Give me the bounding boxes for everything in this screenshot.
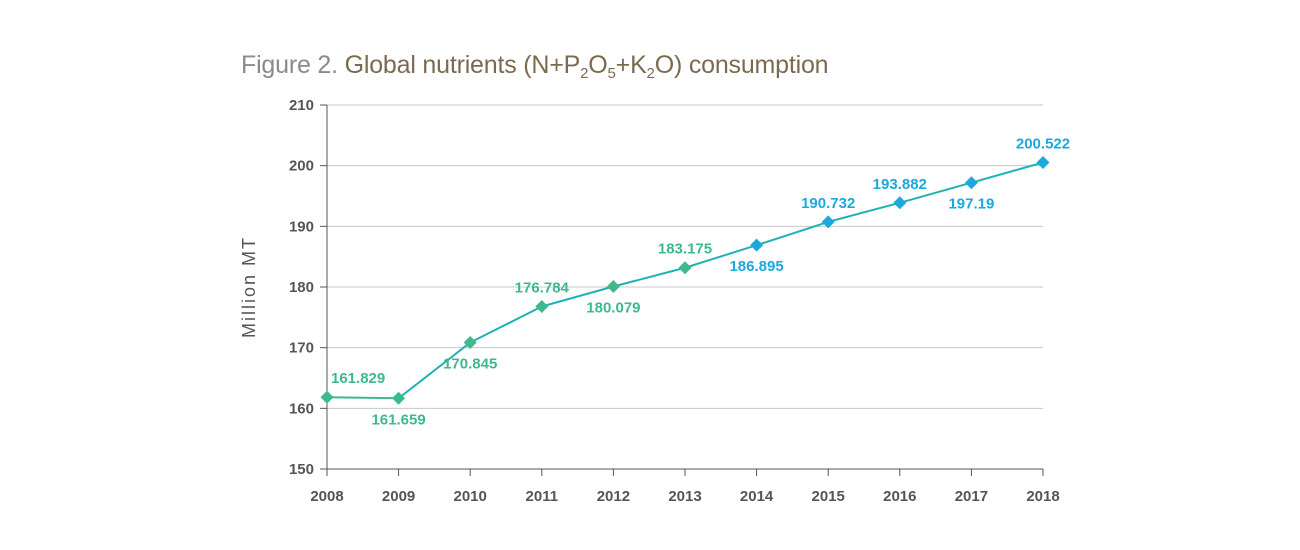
title-subscript: 5 xyxy=(607,65,616,82)
series-segment xyxy=(827,201,901,223)
y-tick-labels: 150 160 170 180 190 200 210 xyxy=(289,97,314,478)
data-label: 186.895 xyxy=(729,258,783,275)
x-tick-label: 2014 xyxy=(740,488,774,505)
data-markers xyxy=(320,155,1050,405)
series-segment xyxy=(971,161,1044,184)
y-tick-label: 150 xyxy=(289,461,314,478)
x-tick-label: 2009 xyxy=(382,488,415,505)
data-label: 161.829 xyxy=(331,370,385,387)
data-label: 200.522 xyxy=(1016,135,1070,152)
data-label: 170.845 xyxy=(443,356,497,373)
series-segment xyxy=(541,285,614,308)
data-label: 193.882 xyxy=(873,176,927,193)
y-tick-label: 190 xyxy=(289,218,314,235)
data-point-marker xyxy=(893,196,907,210)
data-point-marker xyxy=(1036,155,1050,169)
x-tick-label: 2018 xyxy=(1026,488,1059,505)
y-axis-label: Million MT xyxy=(239,236,259,338)
title-main: Global nutrients (N+P2O5+K2O) consumptio… xyxy=(337,51,829,82)
y-tick-label: 170 xyxy=(289,340,314,357)
y-tick-label: 200 xyxy=(289,158,314,175)
x-tick-label: 2013 xyxy=(668,488,701,505)
title-subscript: 2 xyxy=(646,65,655,82)
y-tick-label: 180 xyxy=(289,279,314,296)
gridlines xyxy=(327,104,1043,409)
data-point-marker xyxy=(463,336,477,350)
title-part: +K xyxy=(615,51,647,79)
series-segment xyxy=(613,266,686,288)
data-point-marker xyxy=(392,391,406,405)
x-tick-label: 2008 xyxy=(310,488,343,505)
data-labels: 161.829 161.659 170.845 176.784 180.079 183.1… xyxy=(331,135,1070,428)
title-part: O xyxy=(588,51,608,79)
data-label: 183.175 xyxy=(658,241,712,258)
data-label: 161.659 xyxy=(371,411,425,428)
data-label: 176.784 xyxy=(515,280,570,297)
series-segment xyxy=(326,396,399,400)
series-segment xyxy=(397,341,471,400)
x-tick-labels: 2008 2009 2010 2011 2012 2013 2014 2015 2016 2017… xyxy=(310,488,1059,505)
x-tick-label: 2011 xyxy=(526,488,559,505)
data-label: 190.732 xyxy=(801,195,855,212)
y-tick-label: 210 xyxy=(289,97,314,114)
y-tick-label: 160 xyxy=(289,400,314,417)
series-line xyxy=(326,161,1044,400)
title-part: Global nutrients (N+P xyxy=(337,51,581,79)
data-label: 180.079 xyxy=(586,300,640,317)
title-part: O) consumption xyxy=(654,51,829,79)
data-point-marker xyxy=(535,300,549,314)
data-point-marker xyxy=(320,390,334,404)
x-tick-label: 2017 xyxy=(955,488,988,505)
series-segment xyxy=(756,220,829,247)
axes xyxy=(320,104,1044,476)
data-point-marker xyxy=(821,215,835,229)
data-point-marker xyxy=(606,280,620,294)
data-point-marker xyxy=(964,176,978,190)
x-tick-label: 2015 xyxy=(812,488,845,505)
series-segment xyxy=(899,181,972,204)
chart-title: Figure 2. Global nutrients (N+P2O5+K2O) … xyxy=(241,50,829,82)
data-point-marker xyxy=(678,261,692,275)
series-segment xyxy=(684,244,757,269)
x-tick-label: 2010 xyxy=(454,488,487,505)
title-subscript: 2 xyxy=(580,65,589,82)
data-label: 197.19 xyxy=(948,196,994,213)
series-segment xyxy=(469,305,543,344)
data-point-marker xyxy=(750,238,764,252)
title-prefix: Figure 2. xyxy=(241,51,338,79)
x-tick-label: 2016 xyxy=(883,488,916,505)
x-tick-label: 2012 xyxy=(597,488,630,505)
